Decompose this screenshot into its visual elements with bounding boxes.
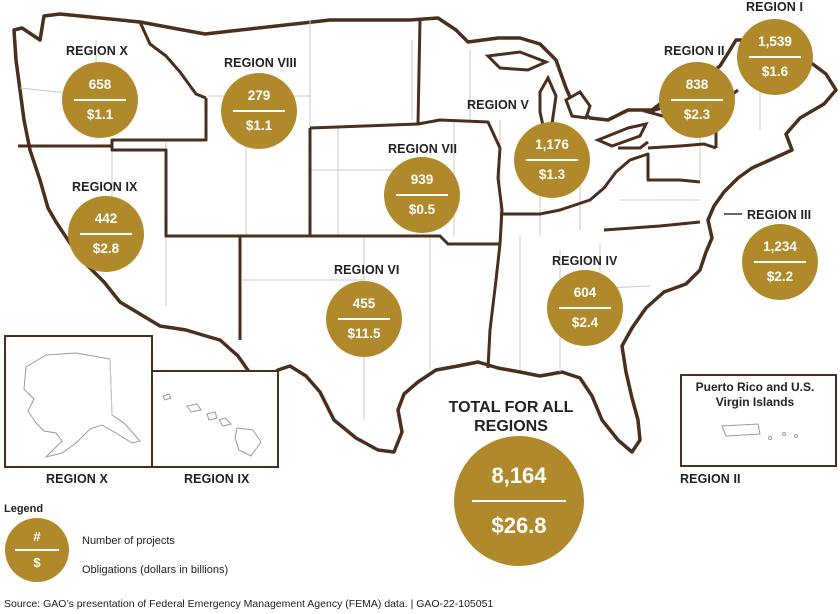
bubble-divider <box>671 99 723 101</box>
alaska-shape <box>23 352 141 458</box>
legend-title: Legend <box>4 503 44 515</box>
bubble-divider <box>80 233 132 235</box>
bubble-divider <box>338 318 390 320</box>
puerto-rico-title: Puerto Rico and U.S. Virgin Islands <box>695 380 815 409</box>
total-projects: 8,164 <box>491 463 547 488</box>
region-vi-label: REGION VI <box>334 263 400 277</box>
region-iv-label: REGION IV <box>552 254 618 268</box>
region-iii-label: REGION III <box>747 208 812 222</box>
region-vi-obligations: $11.5 <box>347 325 381 341</box>
alaska-inset <box>4 335 153 468</box>
alaska-region-label: REGION X <box>46 472 108 486</box>
region-iv-projects: 604 <box>573 285 597 301</box>
total-bubble: 8,164 $26.8 <box>454 436 584 566</box>
region-v-obligations: $1.3 <box>538 166 566 182</box>
region-ix-label: REGION IX <box>72 180 138 194</box>
hawaii-shape <box>162 393 262 457</box>
region-iii-bubble: 1,234 $2.2 <box>742 224 818 300</box>
total-obligations: $26.8 <box>491 513 547 538</box>
bubble-divider <box>526 159 578 161</box>
region-ii-obligations: $2.3 <box>683 106 711 122</box>
bubble-divider <box>15 549 59 551</box>
region-iii-projects: 1,234 <box>763 239 797 255</box>
region-iv-bubble: 604 $2.4 <box>547 270 623 346</box>
legend-obligations-text: Obligations (dollars in billions) <box>82 564 229 576</box>
bubble-divider <box>233 110 285 112</box>
region-viii-label: REGION VIII <box>224 56 297 70</box>
bubble-divider <box>559 307 611 309</box>
region-v-bubble: 1,176 $1.3 <box>514 122 590 198</box>
region-x-projects: 658 <box>88 77 112 93</box>
bubble-divider <box>472 500 566 502</box>
bubble-divider <box>749 56 801 58</box>
region-ii-bubble: 838 $2.3 <box>659 62 735 138</box>
region-vii-bubble: 939 $0.5 <box>384 157 460 233</box>
region-vii-projects: 939 <box>410 172 434 188</box>
region-ix-obligations: $2.8 <box>92 240 120 256</box>
region-ix-bubble: 442 $2.8 <box>68 196 144 272</box>
bubble-divider <box>396 194 448 196</box>
puerto-rico-region-label: REGION II <box>680 472 741 486</box>
legend-bubble: # $ <box>5 518 69 582</box>
puerto-rico-shape <box>721 423 798 440</box>
region-iii-obligations: $2.2 <box>766 268 794 284</box>
bubble-divider <box>754 261 806 263</box>
region-viii-projects: 279 <box>247 88 271 104</box>
legend-projects-text: Number of projects <box>82 535 175 547</box>
hawaii-region-label: REGION IX <box>184 472 250 486</box>
region-ix-projects: 442 <box>94 211 118 227</box>
region-i-label: REGION I <box>746 0 804 14</box>
legend-symbol-projects: # <box>33 529 41 545</box>
region-v-projects: 1,176 <box>535 137 569 153</box>
region-viii-obligations: $1.1 <box>245 117 273 133</box>
region-vii-label: REGION VII <box>388 142 458 156</box>
region-x-obligations: $1.1 <box>86 106 114 122</box>
bubble-divider <box>74 99 126 101</box>
region-i-bubble: 1,539 $1.6 <box>737 19 813 95</box>
region-v-label: REGION V <box>467 98 529 112</box>
region-i-projects: 1,539 <box>758 34 792 50</box>
hawaii-inset <box>151 370 279 468</box>
source-note: Source: GAO’s presentation of Federal Em… <box>4 598 494 610</box>
total-title: TOTAL FOR ALL REGIONS <box>448 399 574 435</box>
region-i-obligations: $1.6 <box>761 63 789 79</box>
region-vi-bubble: 455 $11.5 <box>326 281 402 357</box>
region-vi-projects: 455 <box>352 296 376 312</box>
region-vii-obligations: $0.5 <box>408 201 436 217</box>
region-x-label: REGION X <box>66 44 128 58</box>
region-ii-projects: 838 <box>685 77 709 93</box>
puerto-rico-inset <box>680 374 837 467</box>
region-ii-label: REGION II <box>664 44 725 58</box>
region-viii-bubble: 279 $1.1 <box>221 73 297 149</box>
region-x-bubble: 658 $1.1 <box>62 62 138 138</box>
legend-symbol-obligations: $ <box>33 554 41 570</box>
region-iv-obligations: $2.4 <box>571 314 599 330</box>
